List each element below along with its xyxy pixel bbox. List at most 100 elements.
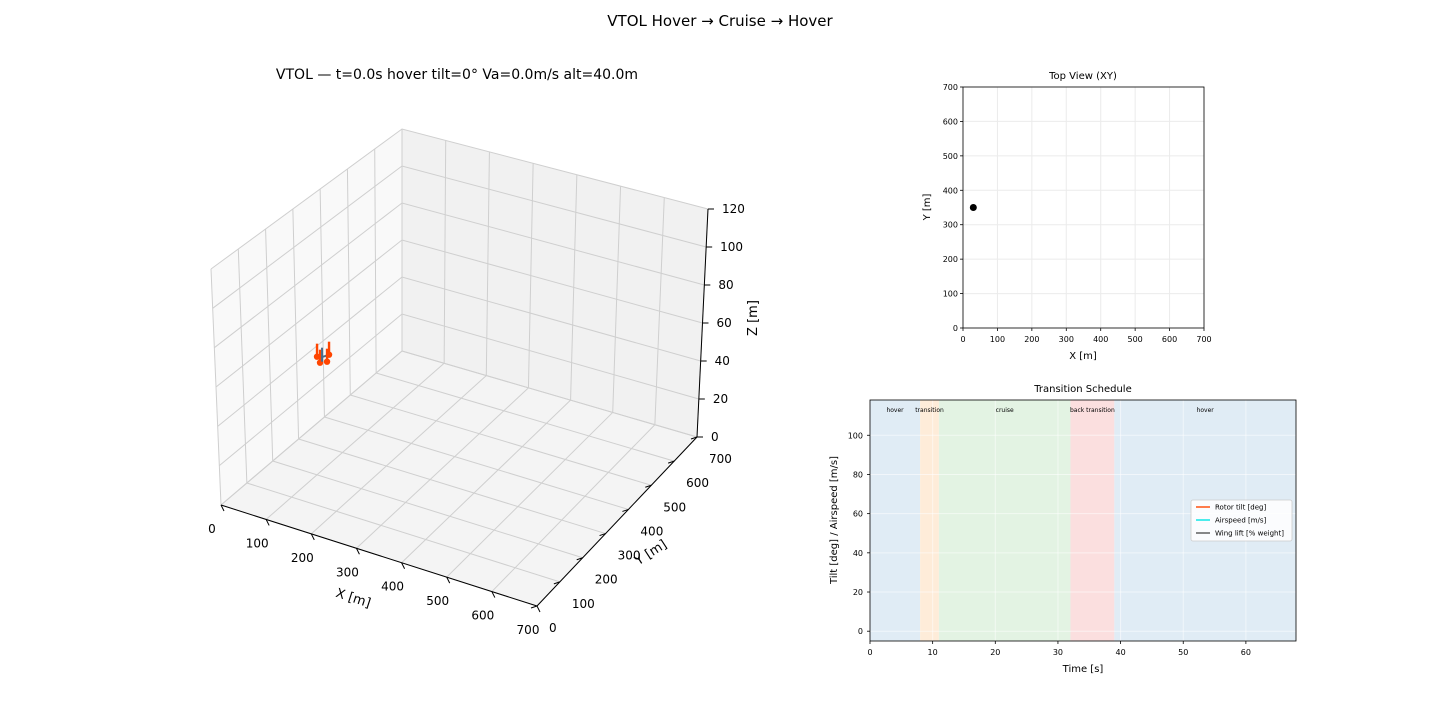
top-view-ytick-label: 100 <box>943 290 958 299</box>
y-tick <box>622 508 629 512</box>
legend-label: Airspeed [m/s] <box>1215 517 1267 525</box>
wall-grid-z <box>217 276 701 427</box>
wall-grid-z <box>214 202 705 349</box>
x-tick-label: 600 <box>471 609 494 623</box>
top-view-point <box>969 204 977 211</box>
y-axis-label: Y [m] <box>632 537 670 569</box>
floor-pane <box>221 351 697 606</box>
schedule-xtick-label: 30 <box>1053 648 1063 657</box>
floor-grid-x <box>356 387 529 549</box>
schedule-xtick-label: 20 <box>990 648 1000 657</box>
x-tick-label: 200 <box>291 551 314 565</box>
floor-grid-y <box>376 372 675 462</box>
top-view-xtick-label: 300 <box>1059 335 1074 344</box>
schedule-xtick-label: 0 <box>867 648 872 657</box>
top-view-ytick-label: 700 <box>943 83 958 92</box>
top-view-xtick-label: 100 <box>990 335 1005 344</box>
y-tick-label: 0 <box>549 621 557 635</box>
phase-band <box>920 400 939 641</box>
phase-label: cruise <box>996 407 1014 414</box>
schedule-ylabel: Tilt [deg] / Airspeed [m/s] <box>829 456 840 585</box>
panel-3d-view: VTOL — t=0.0s hover tilt=0° Va=0.0m/s al… <box>208 67 761 637</box>
floor-grid-x <box>265 362 445 520</box>
z-tick-label: 60 <box>717 316 732 330</box>
schedule-ytick-label: 20 <box>853 588 863 597</box>
phase-label: hover <box>1197 407 1215 414</box>
y-tick-label: 300 <box>618 549 641 563</box>
phase-band <box>870 400 921 641</box>
x-tick <box>310 533 315 541</box>
x-axis-label: X [m] <box>334 586 373 611</box>
top-view-frame <box>962 86 1205 329</box>
y-tick <box>576 557 583 561</box>
top-view-ytick-label: 500 <box>943 152 958 161</box>
schedule-xlabel: Time [s] <box>1062 664 1104 675</box>
schedule-xtick-label: 50 <box>1178 648 1188 657</box>
phase-band <box>1070 400 1115 641</box>
z-tick-label: 120 <box>722 202 745 216</box>
legend-box <box>1190 499 1293 542</box>
x-tick-label: 700 <box>517 623 540 637</box>
x-tick <box>536 605 541 613</box>
schedule-frame <box>869 399 1297 642</box>
top-view-ytick-label: 200 <box>943 255 958 264</box>
back-pane <box>402 129 708 437</box>
x-tick <box>265 519 270 526</box>
schedule-ytick-label: 80 <box>853 470 863 479</box>
3d-view-title: VTOL — t=0.0s hover tilt=0° Va=0.0m/s al… <box>276 67 638 83</box>
schedule-xtick-label: 60 <box>1241 648 1251 657</box>
x-tick-label: 0 <box>208 522 216 536</box>
schedule-xtick-label: 40 <box>1115 648 1125 657</box>
y-tick-label: 400 <box>640 524 663 538</box>
top-view-xtick-label: 500 <box>1128 335 1143 344</box>
floor-grid-y <box>298 438 606 535</box>
y-tick-label: 600 <box>686 476 709 490</box>
top-view-ylabel: Y [m] <box>922 193 933 221</box>
top-view-xlabel: X [m] <box>1069 351 1097 362</box>
top-view-xtick-label: 400 <box>1093 335 1108 344</box>
phase-label: back transition <box>1070 407 1115 414</box>
x-tick <box>401 562 406 569</box>
schedule-ytick-label: 60 <box>853 510 863 519</box>
top-view-xtick-label: 600 <box>1162 335 1177 344</box>
z-tick-label: 20 <box>713 392 728 406</box>
schedule-xtick-label: 10 <box>928 648 938 657</box>
x-tick-label: 100 <box>246 536 269 550</box>
floor-grid-x <box>491 424 656 592</box>
y-tick <box>553 581 561 585</box>
floor-grid-y <box>272 460 583 559</box>
z-tick-label: 40 <box>715 354 730 368</box>
wall-grid-z <box>215 239 703 388</box>
x-tick-label: 400 <box>381 580 404 594</box>
top-view-xtick-label: 700 <box>1196 335 1211 344</box>
floor-grid-x <box>446 412 614 578</box>
z-axis-label: Z [m] <box>746 300 761 336</box>
top-view-ytick-label: 400 <box>943 186 958 195</box>
x-tick <box>355 548 360 555</box>
floor-grid-y <box>350 394 652 486</box>
z-tick-label: 100 <box>720 240 743 254</box>
panel-transition-schedule: Transition Schedule 0 10 20 30 40 50 60 0 20 40 60… <box>829 384 1297 675</box>
y-axis-line <box>536 436 698 607</box>
top-view-ytick-label: 600 <box>943 117 958 126</box>
phase-label: transition <box>915 407 944 414</box>
top-view-xtick-label: 200 <box>1024 335 1039 344</box>
top-view-title: Top View (XY) <box>1048 71 1117 82</box>
wall-grid-z <box>210 128 709 270</box>
z-tick-label: 0 <box>711 430 719 444</box>
vehicle-marker <box>313 341 333 366</box>
y-tick <box>599 533 606 537</box>
floor-grid-x <box>310 375 487 535</box>
wall-grid-z <box>219 313 699 467</box>
x-axis-line <box>220 504 538 607</box>
legend-label: Wing lift [% weight] <box>1215 530 1284 538</box>
schedule-ytick-label: 40 <box>853 549 863 558</box>
top-view-xtick-label: 0 <box>960 335 965 344</box>
phase-band <box>938 400 1071 641</box>
x-tick <box>491 591 496 598</box>
wall-grid-z <box>220 350 698 506</box>
wall-grid-z <box>212 165 707 309</box>
z-tick-label: 80 <box>718 278 733 292</box>
panel-top-view: Top View (XY) 0 100 200 300 400 500 600 700 0 100… <box>922 71 1212 362</box>
